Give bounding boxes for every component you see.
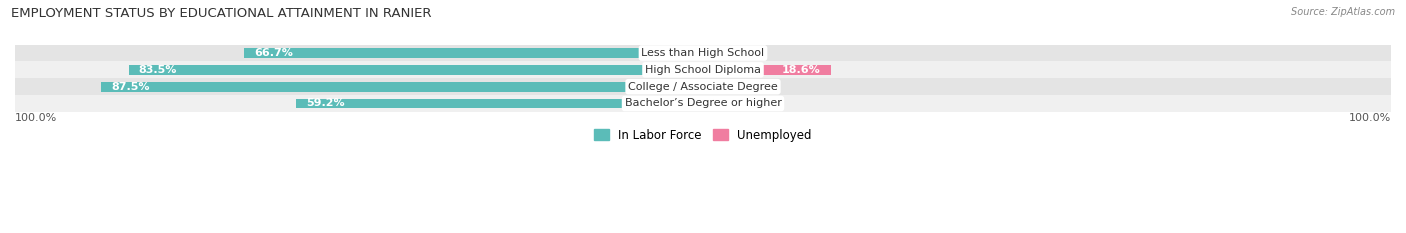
Text: EMPLOYMENT STATUS BY EDUCATIONAL ATTAINMENT IN RANIER: EMPLOYMENT STATUS BY EDUCATIONAL ATTAINM… [11,7,432,20]
Bar [15,45,1391,62]
Bar [128,65,703,75]
Text: 0.0%: 0.0% [713,48,741,58]
Text: Bachelor’s Degree or higher: Bachelor’s Degree or higher [624,99,782,109]
Text: 2.4%: 2.4% [730,82,758,92]
Bar [245,48,703,58]
Legend: In Labor Force, Unemployed: In Labor Force, Unemployed [589,124,817,147]
Bar [15,78,1391,95]
Text: 18.6%: 18.6% [782,65,821,75]
Text: 100.0%: 100.0% [15,113,58,123]
Bar [15,62,1391,78]
Text: Source: ZipAtlas.com: Source: ZipAtlas.com [1291,7,1395,17]
Text: College / Associate Degree: College / Associate Degree [628,82,778,92]
Text: 83.5%: 83.5% [139,65,177,75]
Bar [15,95,1391,112]
Bar [295,99,703,108]
Text: Less than High School: Less than High School [641,48,765,58]
Text: 100.0%: 100.0% [1348,113,1391,123]
Bar [703,65,831,75]
Text: 66.7%: 66.7% [254,48,294,58]
Text: 59.2%: 59.2% [307,99,344,109]
Text: 0.0%: 0.0% [713,99,741,109]
Text: High School Diploma: High School Diploma [645,65,761,75]
Bar [101,82,703,92]
Bar [703,82,720,92]
Text: 87.5%: 87.5% [111,82,150,92]
